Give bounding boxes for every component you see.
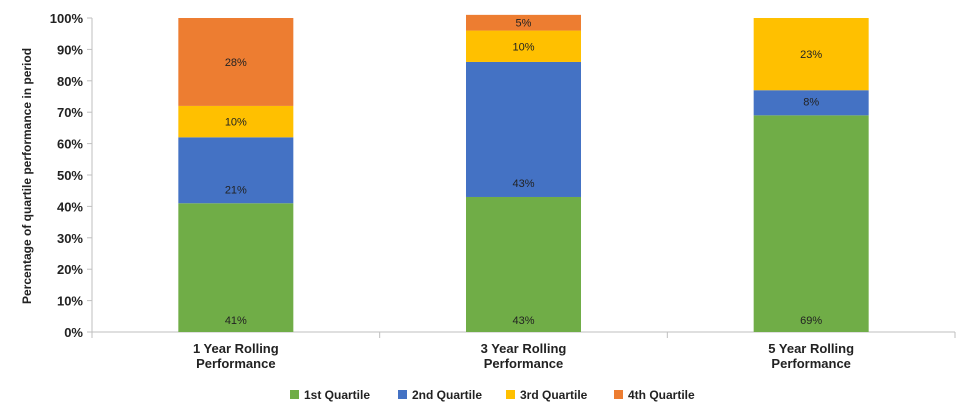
x-category-label: 5 Year Rolling [768, 341, 854, 356]
bar-segment [178, 203, 294, 332]
data-label: 8% [803, 96, 819, 108]
bar-segment [178, 137, 294, 204]
legend-swatch [506, 390, 515, 399]
x-category-label: Performance [196, 356, 275, 371]
legend-label: 1st Quartile [304, 388, 370, 402]
y-tick-label: 90% [57, 42, 83, 57]
bar-segment [753, 90, 869, 116]
data-label: 43% [512, 315, 534, 327]
bar-segment [466, 14, 581, 31]
bar-segment [178, 18, 294, 106]
bar-segment [753, 115, 869, 332]
y-tick-label: 20% [57, 262, 83, 277]
y-tick-label: 10% [57, 294, 83, 309]
data-label: 69% [800, 315, 822, 327]
bar-segment [178, 105, 294, 138]
bar-segment [466, 196, 581, 332]
bar-segment [466, 61, 581, 197]
bar-segment [466, 30, 581, 62]
data-label: 10% [512, 41, 534, 53]
data-label: 41% [225, 315, 247, 327]
data-label: 5% [516, 18, 532, 30]
x-category-label: Performance [484, 356, 563, 371]
data-label: 23% [800, 49, 822, 61]
x-category-label: 3 Year Rolling [481, 341, 567, 356]
data-label: 43% [512, 178, 534, 190]
y-tick-label: 70% [57, 105, 83, 120]
y-tick-label: 50% [57, 168, 83, 183]
y-tick-label: 60% [57, 137, 83, 152]
plot-area: 0% 10% 20% 30% 40% 50% 60% 70% 80% 90% 100% 41% 21% 1… [50, 11, 956, 371]
data-label: 28% [225, 57, 247, 69]
legend-label: 3rd Quartile [520, 388, 588, 402]
bar-segment [753, 18, 869, 91]
legend-label: 4th Quartile [628, 388, 695, 402]
y-tick-label: 40% [57, 199, 83, 214]
data-label: 21% [225, 184, 247, 196]
y-tick-label: 80% [57, 74, 83, 89]
y-tick-label: 30% [57, 231, 83, 246]
data-label: 10% [225, 117, 247, 129]
legend-swatch [398, 390, 407, 399]
legend: 1st Quartile 2nd Quartile 3rd Quartile 4th … [290, 388, 695, 402]
y-tick-label: 0% [64, 325, 83, 340]
legend-label: 2nd Quartile [412, 388, 482, 402]
x-category-label: 1 Year Rolling [193, 341, 279, 356]
legend-swatch [290, 390, 299, 399]
y-tick-label: 100% [50, 11, 84, 26]
y-axis-title: Percentage of quartile performance in pe… [20, 48, 34, 304]
x-category-label: Performance [771, 356, 850, 371]
legend-swatch [614, 390, 623, 399]
